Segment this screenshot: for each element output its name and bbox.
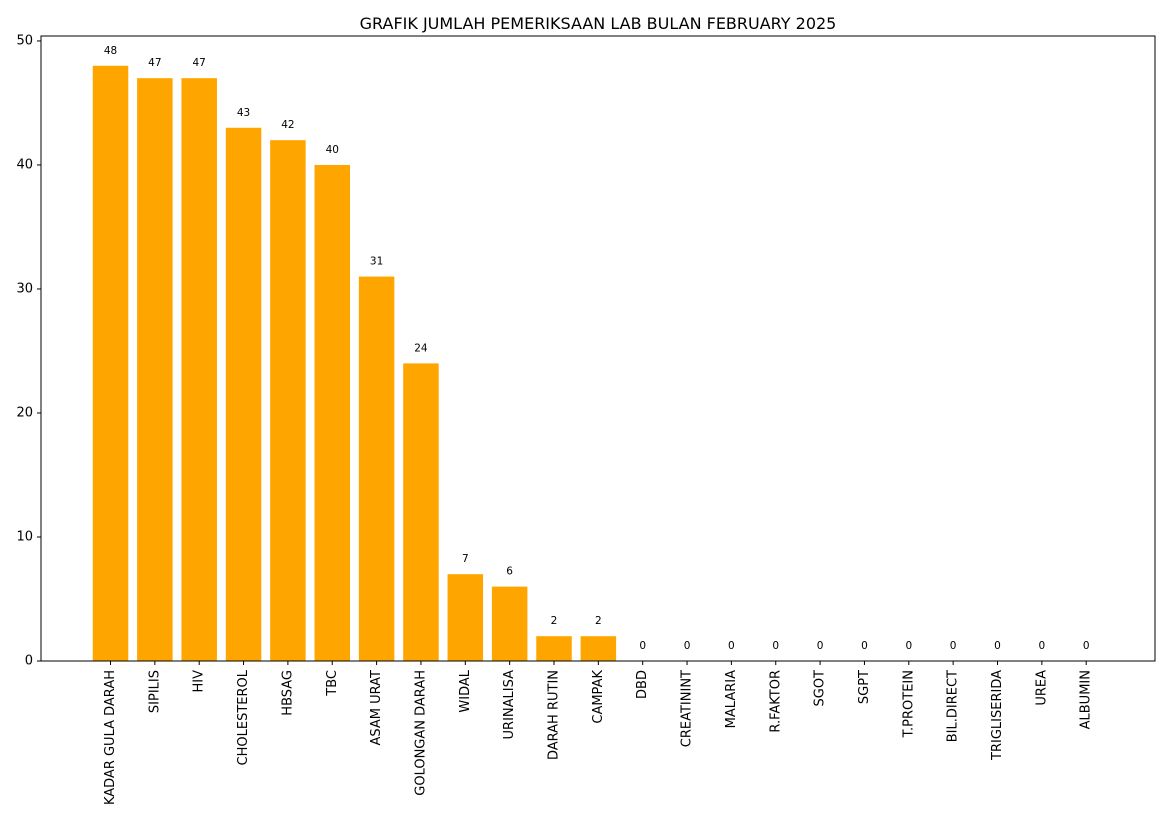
data-label: 42 <box>281 119 294 131</box>
x-tick-label: DARAH RUTIN <box>547 670 562 760</box>
bar <box>181 78 217 661</box>
bar <box>225 127 262 662</box>
data-label: 0 <box>1083 640 1090 652</box>
data-label: 2 <box>595 615 602 627</box>
x-tick-label: WIDAL <box>458 669 473 712</box>
bars-group <box>92 65 617 662</box>
bar <box>270 140 306 661</box>
x-tick-label: R.FAKTOR <box>768 670 783 733</box>
y-tick-label: 0 <box>25 654 33 669</box>
bar <box>137 78 173 661</box>
data-label: 0 <box>639 640 646 652</box>
data-label: 2 <box>551 615 558 627</box>
x-tick-label: URINALISA <box>502 670 517 740</box>
bar <box>358 276 395 661</box>
data-label: 0 <box>817 640 824 652</box>
x-tick-label: BIL.DIRECT <box>946 670 961 742</box>
bar <box>403 363 439 661</box>
plot-frame <box>40 35 1156 662</box>
x-tick-label: MALARIA <box>724 670 739 728</box>
y-tick-label: 30 <box>16 281 33 296</box>
data-label: 0 <box>684 640 691 652</box>
bar <box>536 636 572 661</box>
x-tick-label: CAMPAK <box>591 670 606 724</box>
x-tick-label: KADAR GULA DARAH <box>103 670 118 805</box>
x-tick-label: SIPILIS <box>147 670 162 713</box>
x-tick-label: DBD <box>635 670 650 699</box>
y-tick-label: 10 <box>16 529 33 544</box>
x-tick-label: ALBUMIN <box>1079 670 1094 729</box>
data-labels-group: 48 47 47 43 42 40 31 24 7 6 2 2 0 0 0 0 0 0 0 0 0 0 0 <box>104 45 1090 652</box>
data-label: 0 <box>950 640 957 652</box>
bar <box>580 636 617 661</box>
data-label: 43 <box>237 107 250 119</box>
x-tick-label: HIV <box>192 670 207 693</box>
x-tick-label: TBC <box>325 670 340 697</box>
x-tick-label: HBSAG <box>280 670 295 716</box>
bar <box>447 574 484 661</box>
data-label: 47 <box>193 57 206 69</box>
x-tick-label: UREA <box>1034 670 1049 706</box>
data-label: 47 <box>148 57 161 69</box>
bar <box>92 65 129 661</box>
x-tick-label: ASAM URAT <box>369 670 384 746</box>
x-tick-label: TRIGLISERIDA <box>990 670 1005 761</box>
y-axis: 0 10 20 30 40 50 <box>16 33 41 669</box>
x-tick-label: SGOT <box>813 670 828 707</box>
data-label: 0 <box>728 640 735 652</box>
data-label: 6 <box>506 566 513 578</box>
chart-title: GRAFIK JUMLAH PEMERIKSAAN LAB BULAN FEBR… <box>360 14 837 33</box>
y-tick-label: 20 <box>16 405 33 420</box>
data-label: 48 <box>104 45 117 57</box>
x-tick-label: T.PROTEIN <box>901 670 916 738</box>
x-tick-label: GOLONGAN DARAH <box>413 670 428 796</box>
data-label: 40 <box>326 144 339 156</box>
y-tick-label: 40 <box>16 157 33 172</box>
data-label: 0 <box>905 640 912 652</box>
data-label: 24 <box>414 342 428 354</box>
x-axis: KADAR GULA DARAH SIPILIS HIV CHOLESTEROL HBS… <box>103 661 1094 805</box>
data-label: 0 <box>861 640 868 652</box>
x-tick-label: CREATININT <box>680 670 695 747</box>
x-tick-label: CHOLESTEROL <box>236 669 251 765</box>
data-label: 7 <box>462 553 469 565</box>
x-tick-label: SGPT <box>857 670 872 704</box>
data-label: 0 <box>994 640 1001 652</box>
bar <box>491 586 528 661</box>
bar <box>314 164 350 661</box>
data-label: 0 <box>772 640 779 652</box>
data-label: 0 <box>1039 640 1046 652</box>
data-label: 31 <box>370 256 383 268</box>
y-tick-label: 50 <box>16 33 33 48</box>
